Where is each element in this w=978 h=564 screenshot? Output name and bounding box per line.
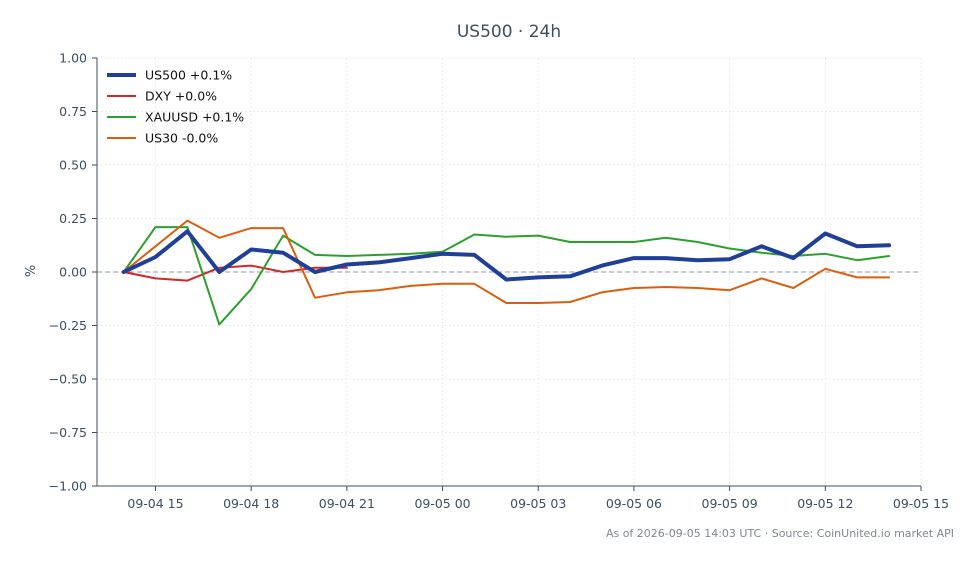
y-axis-label: % — [24, 265, 39, 277]
x-tick-label: 09-04 15 — [127, 496, 183, 511]
y-tick-label: 1.00 — [59, 51, 87, 66]
legend-label-us500: US500 +0.1% — [145, 68, 232, 83]
y-tick-label: 0.50 — [59, 158, 87, 173]
x-tick-label: 09-05 03 — [510, 496, 566, 511]
y-tick-label: 0.00 — [59, 265, 87, 280]
legend-label-us30: US30 -0.0% — [145, 131, 218, 146]
y-tick-label: −0.50 — [49, 372, 87, 387]
y-axis-ticks: 1.00 0.75 0.50 0.25 0.00 −0.25 −0.50 −0.75 −1.00 — [49, 51, 97, 494]
x-tick-label: 09-05 15 — [893, 496, 949, 511]
x-tick-label: 09-04 18 — [223, 496, 279, 511]
series-line-us30 — [122, 219, 891, 304]
y-tick-label: −1.00 — [49, 479, 87, 494]
y-tick-label: −0.75 — [49, 425, 87, 440]
x-tick-label: 09-05 12 — [797, 496, 853, 511]
legend-label-dxy: DXY +0.0% — [145, 89, 217, 104]
series-layer — [121, 219, 892, 326]
y-tick-label: 0.25 — [59, 211, 87, 226]
x-tick-label: 09-05 09 — [702, 496, 758, 511]
footer-note: As of 2026-09-05 14:03 UTC · Source: Coi… — [606, 527, 954, 540]
legend-label-xauusd: XAUUSD +0.1% — [145, 110, 244, 125]
x-tick-label: 09-05 06 — [606, 496, 662, 511]
series-line-us500 — [121, 229, 892, 282]
legend: US500 +0.1% DXY +0.0% XAUUSD +0.1% US30 -0.… — [107, 68, 244, 146]
series-line-xauusd — [122, 226, 891, 326]
chart-title: US500 · 24h — [457, 22, 561, 42]
x-axis-ticks: 09-04 15 09-04 18 09-04 21 09-05 00 09-05 03… — [127, 486, 949, 511]
y-tick-label: 0.75 — [59, 104, 87, 119]
x-tick-label: 09-04 21 — [319, 496, 375, 511]
x-tick-label: 09-05 00 — [414, 496, 470, 511]
y-tick-label: −0.25 — [49, 318, 87, 333]
